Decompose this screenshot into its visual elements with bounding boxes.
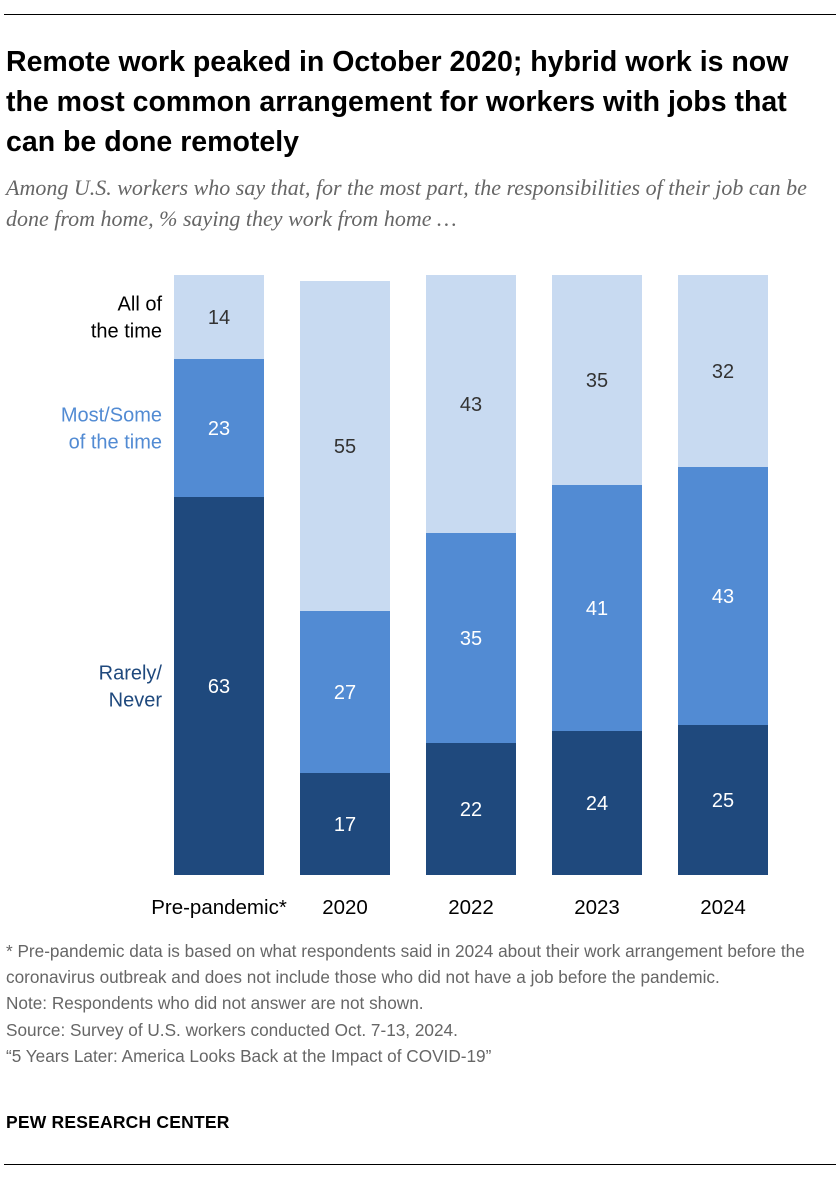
bar-rarely-never-2022: [426, 743, 516, 875]
bar-rarely-never-pre-pandemic: [174, 497, 264, 875]
x-axis-label-pre-pandemic: Pre-pandemic*: [151, 896, 287, 919]
stacked-bar-chart: 63 23 14 Pre-pandemic* 17 27 55 2020 22 35 43 2022 2…: [61, 275, 768, 919]
series-label-rarely-never-line-1: Rarely/: [99, 663, 163, 685]
series-label-all-of-the-time-line-1: All of: [118, 294, 163, 316]
bar-most-some-of-the-time-2023: [552, 485, 642, 731]
bar-all-of-the-time-2024: [678, 275, 768, 467]
pew-logo-text: PEW RESEARCH CENTER: [6, 1112, 230, 1132]
value-label-all-of-the-time-2023: 35: [586, 370, 608, 392]
bar-all-of-the-time-2023: [552, 275, 642, 485]
bar-most-some-of-the-time-pre-pandemic: [174, 359, 264, 497]
bar-most-some-of-the-time-2020: [300, 611, 390, 773]
top-rule: [4, 14, 836, 15]
bar-most-some-of-the-time-2022: [426, 533, 516, 743]
value-label-most-some-of-the-time-pre-pandemic: 23: [208, 418, 230, 440]
chart-subtitle: Among U.S. workers who say that, for the…: [6, 175, 807, 231]
value-label-rarely-never-2024: 25: [712, 790, 734, 812]
value-label-rarely-never-2023: 24: [586, 793, 608, 815]
x-axis-label-2020: 2020: [322, 896, 368, 919]
chart-notes: * Pre-pandemic data is based on what res…: [6, 938, 834, 1069]
bar-all-of-the-time-pre-pandemic: [174, 275, 264, 359]
bar-rarely-never-2023: [552, 731, 642, 875]
chart-title: Remote work peaked in October 2020; hybr…: [6, 46, 789, 158]
footnote-pre-pandemic: * Pre-pandemic data is based on what res…: [6, 941, 805, 988]
bar-rarely-never-2024: [678, 725, 768, 875]
value-label-rarely-never-2022: 22: [460, 799, 482, 821]
series-label-most-some-of-the-time-line-2: of the time: [69, 432, 162, 454]
report-citation: “5 Years Later: America Looks Back at th…: [6, 1045, 492, 1066]
series-label-most-some-of-the-time-line-1: Most/Some: [61, 405, 162, 427]
series-label-all-of-the-time-line-2: the time: [91, 321, 162, 343]
value-label-most-some-of-the-time-2023: 41: [586, 598, 608, 620]
value-label-rarely-never-2020: 17: [334, 814, 356, 836]
value-label-rarely-never-pre-pandemic: 63: [208, 676, 230, 698]
value-label-most-some-of-the-time-2024: 43: [712, 586, 734, 608]
x-axis-label-2022: 2022: [448, 896, 494, 919]
source-note: Source: Survey of U.S. workers conducted…: [6, 1019, 458, 1040]
value-label-all-of-the-time-2024: 32: [712, 361, 734, 383]
bar-rarely-never-2020: [300, 773, 390, 875]
note-nonresponse: Note: Respondents who did not answer are…: [6, 993, 424, 1014]
bar-most-some-of-the-time-2024: [678, 467, 768, 725]
x-axis-label-2023: 2023: [574, 896, 620, 919]
x-axis-label-2024: 2024: [700, 896, 746, 919]
bottom-rule: [4, 1164, 836, 1165]
value-label-most-some-of-the-time-2020: 27: [334, 682, 356, 704]
value-label-all-of-the-time-2020: 55: [334, 436, 356, 458]
bar-all-of-the-time-2020: [300, 281, 390, 611]
series-label-rarely-never-line-2: Never: [109, 690, 163, 712]
value-label-all-of-the-time-2022: 43: [460, 394, 482, 416]
value-label-all-of-the-time-pre-pandemic: 14: [208, 307, 230, 329]
bar-all-of-the-time-2022: [426, 275, 516, 533]
value-label-most-some-of-the-time-2022: 35: [460, 628, 482, 650]
